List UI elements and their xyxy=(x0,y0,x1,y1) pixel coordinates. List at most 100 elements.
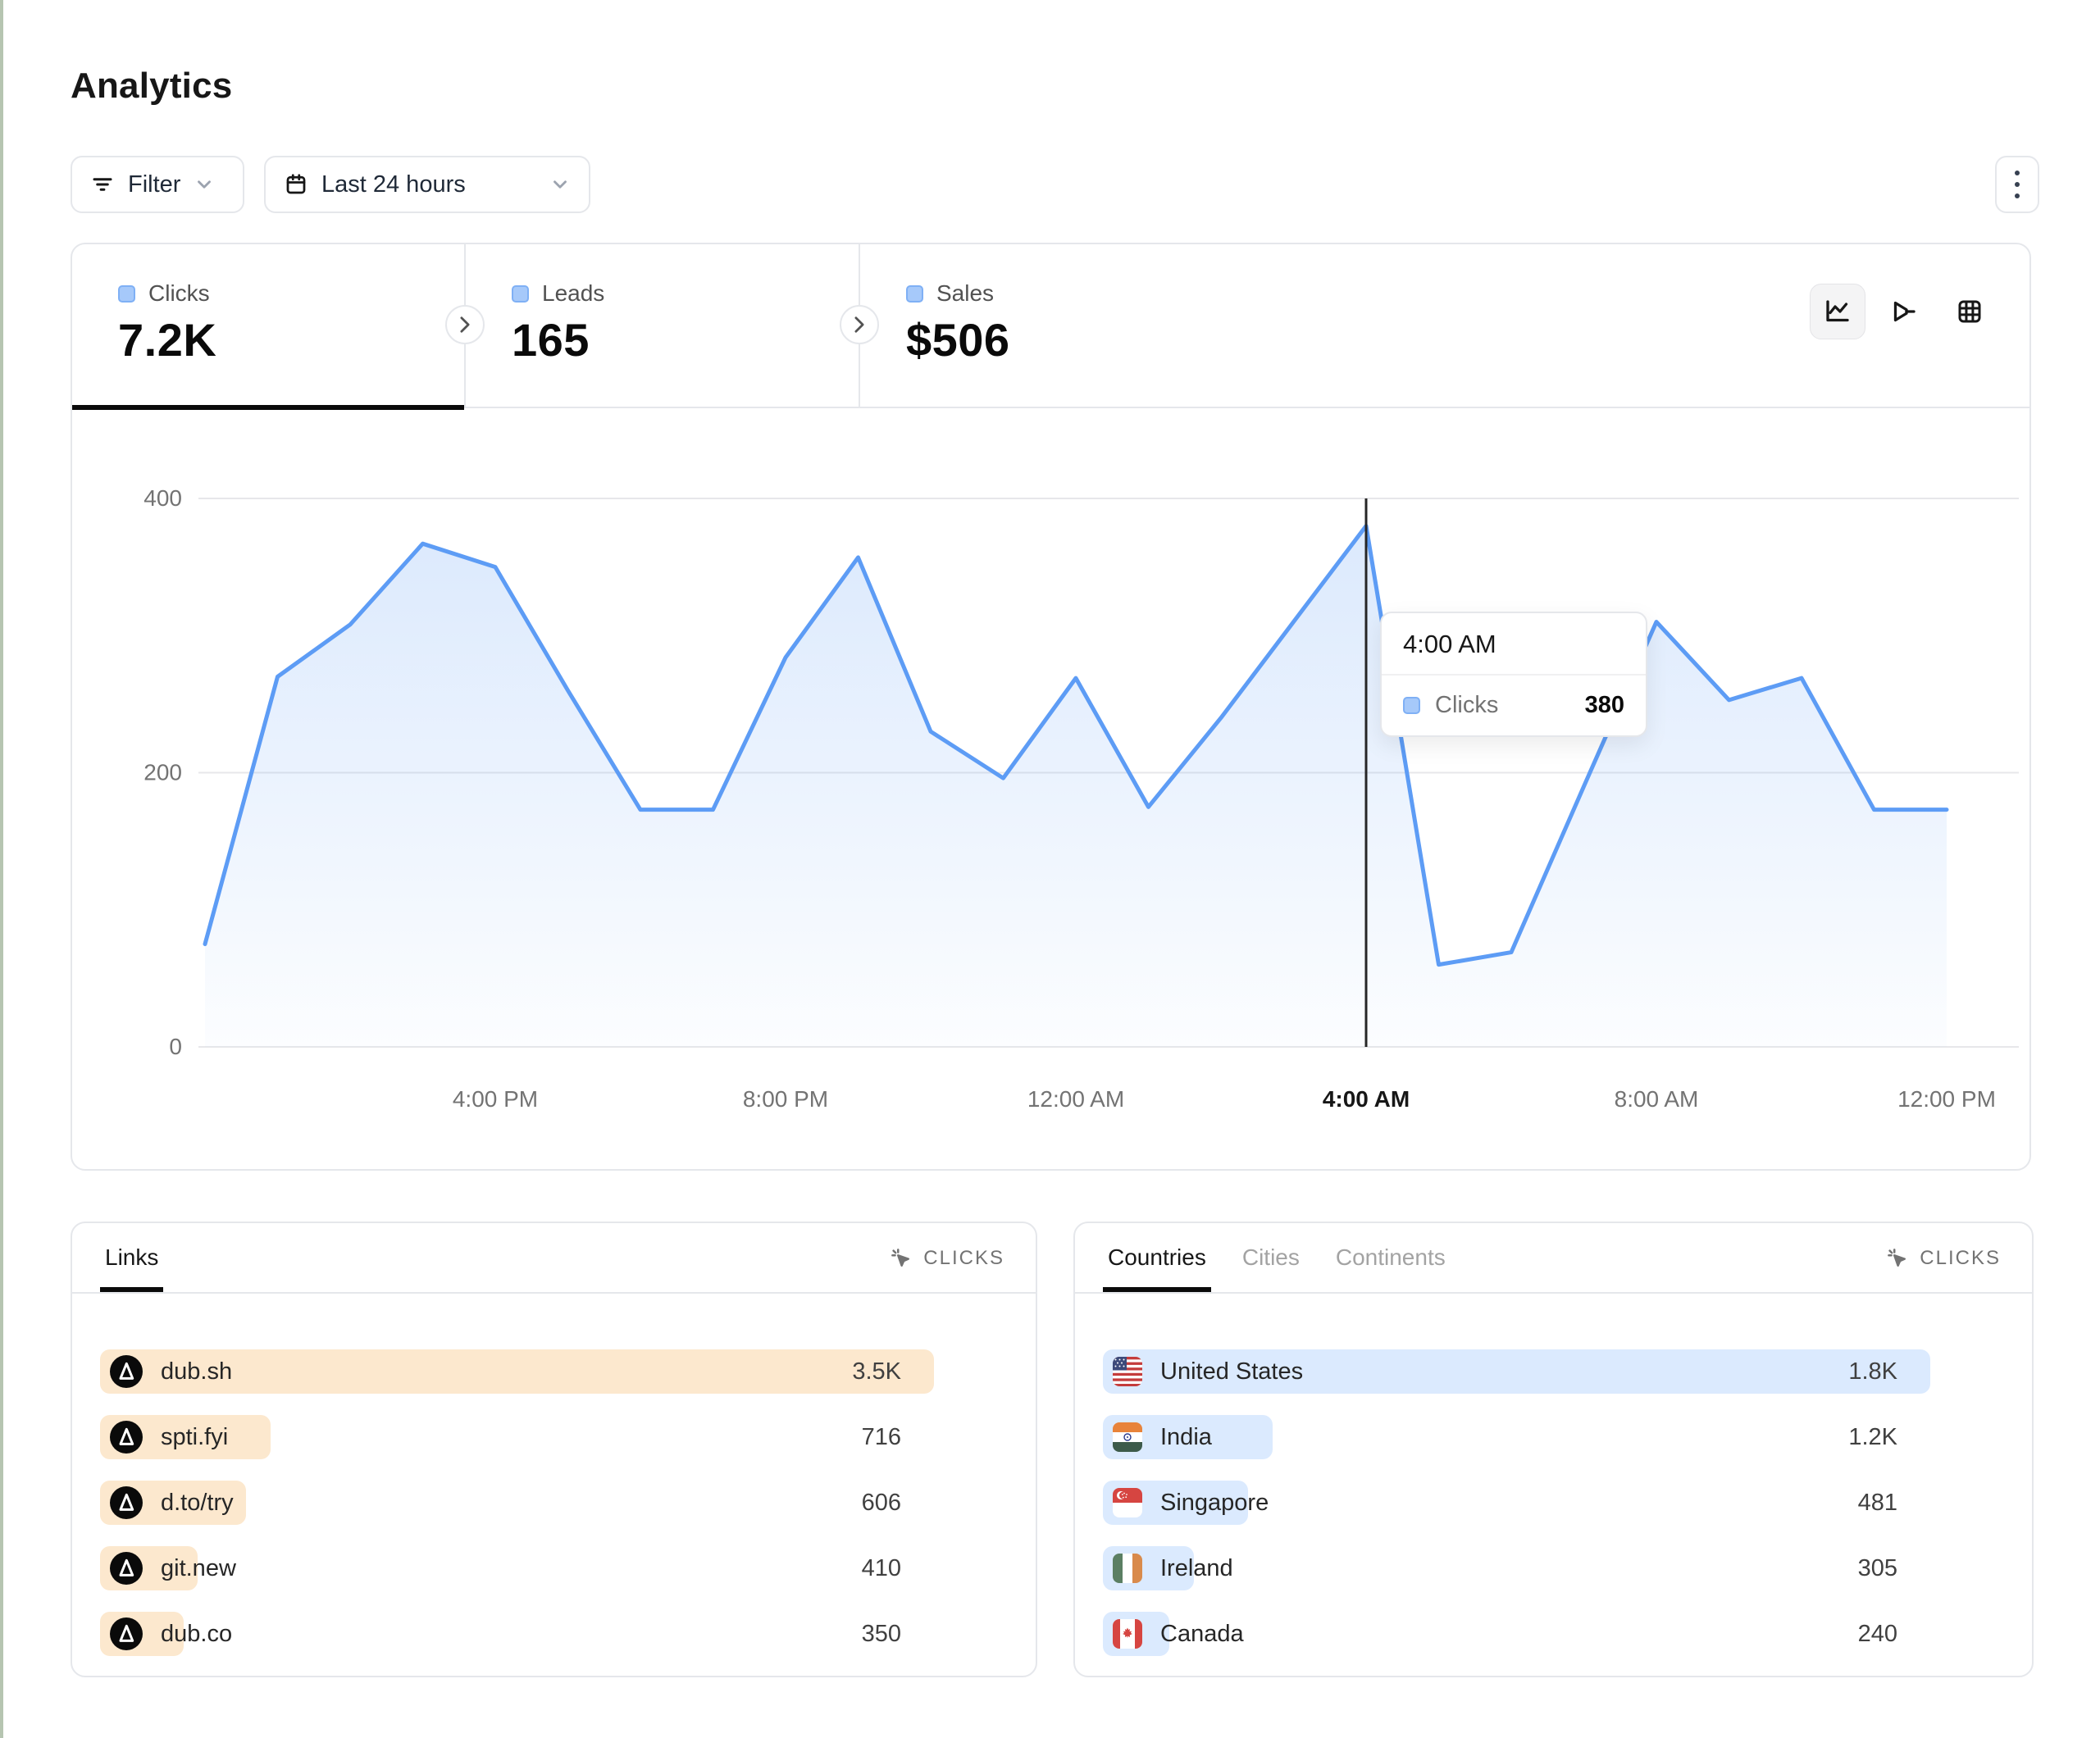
expand-leads-chevron-button[interactable] xyxy=(840,305,879,344)
dub-logo-icon xyxy=(110,1355,143,1388)
country-row[interactable]: Ireland 305 xyxy=(1103,1546,1930,1590)
stats-header: Clicks 7.2K Leads 165 Sales xyxy=(72,244,2029,410)
kebab-menu-icon xyxy=(2015,167,2020,202)
links-metric-header[interactable]: CLICKS xyxy=(889,1246,1004,1271)
tooltip-value: 380 xyxy=(1584,692,1624,718)
links-panel-header: Links CLICKS xyxy=(72,1223,1036,1294)
chevron-down-icon xyxy=(194,174,215,195)
flag-ireland-icon xyxy=(1113,1554,1142,1583)
chevron-right-icon xyxy=(854,316,864,333)
tooltip-legend-square-icon xyxy=(1403,697,1420,714)
leads-legend-square-icon xyxy=(512,284,529,303)
clicks-legend-square-icon xyxy=(118,284,135,303)
metric-label: CLICKS xyxy=(923,1247,1004,1269)
link-label: dub.co xyxy=(161,1620,233,1647)
dub-logo-icon xyxy=(110,1421,143,1454)
sales-legend-square-icon xyxy=(906,284,923,303)
country-row[interactable]: India 1.2K xyxy=(1103,1415,1930,1459)
chart-view-toggle xyxy=(1810,284,1997,339)
filter-button-label: Filter xyxy=(128,171,181,198)
links-panel: Links CLICKS dub.sh 3.5K xyxy=(71,1222,1037,1677)
link-clicks-value: 410 xyxy=(861,1554,901,1581)
link-label: spti.fyi xyxy=(161,1423,229,1450)
stat-value: 165 xyxy=(512,314,590,366)
dub-logo-icon xyxy=(110,1486,143,1519)
tab-links[interactable]: Links xyxy=(99,1244,164,1292)
flag-united-states-icon xyxy=(1113,1357,1142,1386)
cursor-click-icon xyxy=(1888,1249,1906,1267)
calendar-icon xyxy=(284,172,308,197)
table-grid-icon xyxy=(1958,300,1981,323)
flag-india-icon xyxy=(1113,1422,1142,1452)
stat-value: $506 xyxy=(906,314,1010,366)
page-title: Analytics xyxy=(71,66,233,106)
tab-countries[interactable]: Countries xyxy=(1103,1244,1211,1292)
chart-tooltip: 4:00 AM Clicks 380 xyxy=(1380,612,1647,737)
more-options-button[interactable] xyxy=(1995,156,2039,213)
country-label: Singapore xyxy=(1160,1489,1269,1516)
link-clicks-value: 350 xyxy=(861,1620,901,1647)
stat-label: Sales xyxy=(936,280,995,306)
x-axis-tick-label: 8:00 PM xyxy=(743,1086,828,1112)
country-row[interactable]: Canada 240 xyxy=(1103,1612,1930,1656)
tab-continents[interactable]: Continents xyxy=(1335,1244,1446,1270)
countries-panel: Countries Cities Continents CLICKS xyxy=(1073,1222,2034,1677)
flag-canada-icon xyxy=(1113,1619,1142,1649)
tab-cities[interactable]: Cities xyxy=(1241,1244,1300,1270)
link-row[interactable]: git.new 410 xyxy=(100,1546,934,1590)
link-row[interactable]: dub.co 350 xyxy=(100,1612,934,1656)
link-row[interactable]: d.to/try 606 xyxy=(100,1481,934,1525)
country-bar xyxy=(1103,1349,1930,1394)
active-stat-underline xyxy=(72,405,464,410)
x-axis-tick-label: 12:00 PM xyxy=(1897,1086,1996,1112)
stat-tab-clicks[interactable]: Clicks 7.2K xyxy=(72,244,464,410)
x-axis-tick-label: 4:00 PM xyxy=(453,1086,538,1112)
link-label: dub.sh xyxy=(161,1358,233,1385)
screen-edge-accent xyxy=(0,0,3,1738)
country-label: Ireland xyxy=(1160,1554,1233,1581)
expand-clicks-chevron-button[interactable] xyxy=(445,305,485,344)
date-range-button[interactable]: Last 24 hours xyxy=(264,156,590,213)
country-clicks-value: 240 xyxy=(1857,1620,1897,1647)
date-range-label: Last 24 hours xyxy=(321,171,466,198)
x-axis-tick-label: 8:00 AM xyxy=(1615,1086,1699,1112)
y-axis-tick-label: 400 xyxy=(143,485,182,511)
metric-label: CLICKS xyxy=(1920,1247,2001,1269)
dub-logo-icon xyxy=(110,1552,143,1585)
analytics-card: Clicks 7.2K Leads 165 Sales xyxy=(71,243,2031,1171)
chart-canvas[interactable]: 0 200 400 4:00 PM 8:00 PM 12:00 AM 4:00 AM 8:00… xyxy=(72,408,2029,1169)
country-label: India xyxy=(1160,1423,1212,1450)
country-label: Canada xyxy=(1160,1620,1244,1647)
chevron-down-icon xyxy=(549,174,571,195)
country-label: United States xyxy=(1160,1358,1304,1385)
stat-tab-sales[interactable]: Sales $506 xyxy=(860,244,1254,408)
tooltip-time: 4:00 AM xyxy=(1382,613,1646,676)
stat-label: Leads xyxy=(542,280,605,306)
countries-metric-header[interactable]: CLICKS xyxy=(1885,1246,2001,1271)
clicks-area-chart[interactable]: 0 200 400 4:00 PM 8:00 PM 12:00 AM 4:00 AM 8:00… xyxy=(72,408,2029,1169)
table-view-button[interactable] xyxy=(1943,284,1997,339)
line-chart-view-button[interactable] xyxy=(1810,284,1865,339)
funnel-chart-icon xyxy=(1893,301,1916,322)
link-row[interactable]: dub.sh 3.5K xyxy=(100,1349,934,1394)
link-clicks-value: 716 xyxy=(861,1423,901,1450)
tooltip-series-label: Clicks xyxy=(1435,692,1499,718)
link-clicks-value: 606 xyxy=(861,1489,901,1516)
country-row[interactable]: Singapore 481 xyxy=(1103,1481,1930,1525)
filter-button[interactable]: Filter xyxy=(71,156,244,213)
flag-singapore-icon xyxy=(1113,1488,1142,1517)
countries-panel-header: Countries Cities Continents CLICKS xyxy=(1075,1223,2032,1294)
country-clicks-value: 1.8K xyxy=(1848,1358,1897,1385)
funnel-view-button[interactable] xyxy=(1877,284,1931,339)
chevron-right-icon xyxy=(460,316,470,333)
link-clicks-value: 3.5K xyxy=(852,1358,901,1385)
country-row[interactable]: United States 1.8K xyxy=(1103,1349,1930,1394)
stat-value: 7.2K xyxy=(118,314,217,366)
line-chart-icon xyxy=(1826,300,1849,322)
link-row[interactable]: spti.fyi 716 xyxy=(100,1415,934,1459)
link-bar xyxy=(100,1349,934,1394)
dub-logo-icon xyxy=(110,1617,143,1650)
filter-icon xyxy=(90,172,115,197)
stat-tab-leads[interactable]: Leads 165 xyxy=(466,244,859,408)
